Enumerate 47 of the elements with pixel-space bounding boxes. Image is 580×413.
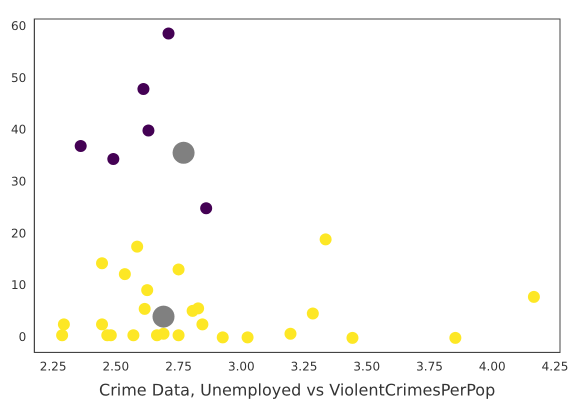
x-tick-label: 3.75 <box>416 360 443 374</box>
point <box>196 318 208 330</box>
point <box>284 328 296 340</box>
x-tick-label: 3.00 <box>228 360 255 374</box>
x-tick-label: 2.75 <box>165 360 192 374</box>
point <box>131 240 144 253</box>
y-tick-label: 50 <box>10 70 26 85</box>
point <box>346 332 358 344</box>
point <box>58 318 70 330</box>
x-tick-label: 4.25 <box>542 360 568 374</box>
point <box>172 142 195 164</box>
point <box>107 152 120 165</box>
x-tick-label: 2.25 <box>40 360 66 374</box>
point <box>172 329 185 342</box>
point <box>172 263 185 276</box>
x-tick-label: 2.50 <box>102 360 130 374</box>
y-tick-label: 20 <box>10 226 26 240</box>
point <box>242 331 254 344</box>
point <box>118 268 131 280</box>
point <box>138 302 151 315</box>
point <box>142 124 154 136</box>
x-axis-title: Crime Data, Unemployed vs ViolentCrimesPerPop <box>99 380 496 400</box>
y-tick-label: 40 <box>10 122 26 137</box>
point <box>528 290 540 303</box>
point <box>96 318 108 330</box>
point <box>162 28 175 40</box>
point <box>141 284 154 296</box>
point <box>158 328 170 340</box>
point <box>152 306 175 328</box>
point <box>306 308 319 320</box>
point <box>96 257 108 270</box>
point <box>320 233 332 246</box>
point <box>200 202 212 214</box>
point <box>127 329 140 342</box>
point <box>137 83 150 95</box>
x-tick-label: 4.00 <box>478 360 506 374</box>
point <box>216 331 229 344</box>
y-tick-label: 60 <box>10 18 26 33</box>
point <box>449 332 462 344</box>
point <box>74 140 87 152</box>
y-tick-label: 30 <box>10 174 26 188</box>
x-tick-label: 3.50 <box>353 360 380 374</box>
y-tick-label: 0 <box>18 330 26 344</box>
point <box>192 302 204 314</box>
y-tick-label: 10 <box>10 278 26 292</box>
point <box>56 329 68 342</box>
x-tick-label: 3.25 <box>290 360 318 374</box>
